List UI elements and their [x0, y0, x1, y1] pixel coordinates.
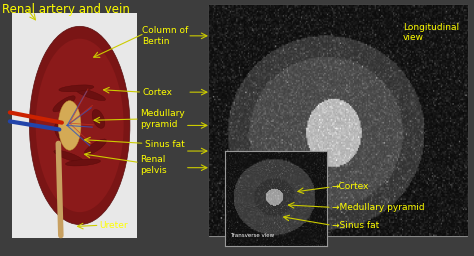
Text: Renal
pelvis: Renal pelvis: [140, 155, 166, 175]
Ellipse shape: [84, 139, 107, 155]
Text: Ureter: Ureter: [100, 221, 128, 230]
Bar: [12, 13, 137, 238]
FancyArrowPatch shape: [10, 112, 62, 123]
Ellipse shape: [55, 123, 67, 141]
Ellipse shape: [92, 110, 105, 128]
Text: →Sinus fat: →Sinus fat: [332, 221, 379, 230]
Text: Longitudinal
view: Longitudinal view: [403, 23, 459, 42]
Ellipse shape: [59, 85, 94, 92]
Ellipse shape: [65, 159, 100, 166]
Text: →Medullary pyramid: →Medullary pyramid: [332, 203, 424, 212]
Text: →Cortex: →Cortex: [332, 182, 369, 191]
Text: Cortex: Cortex: [142, 88, 172, 97]
Ellipse shape: [76, 89, 106, 101]
Text: Column of
Bertin: Column of Bertin: [142, 26, 189, 46]
Ellipse shape: [53, 96, 75, 112]
Ellipse shape: [36, 39, 124, 212]
Ellipse shape: [54, 150, 83, 162]
Ellipse shape: [58, 101, 81, 150]
Text: Transverse view: Transverse view: [230, 233, 274, 238]
Text: Medullary
pyramid: Medullary pyramid: [140, 109, 184, 129]
Ellipse shape: [29, 26, 130, 225]
Bar: [209, 5, 467, 236]
Text: Renal artery and vein: Renal artery and vein: [2, 3, 130, 16]
Text: Sinus fat: Sinus fat: [145, 140, 184, 149]
FancyArrowPatch shape: [10, 121, 59, 130]
